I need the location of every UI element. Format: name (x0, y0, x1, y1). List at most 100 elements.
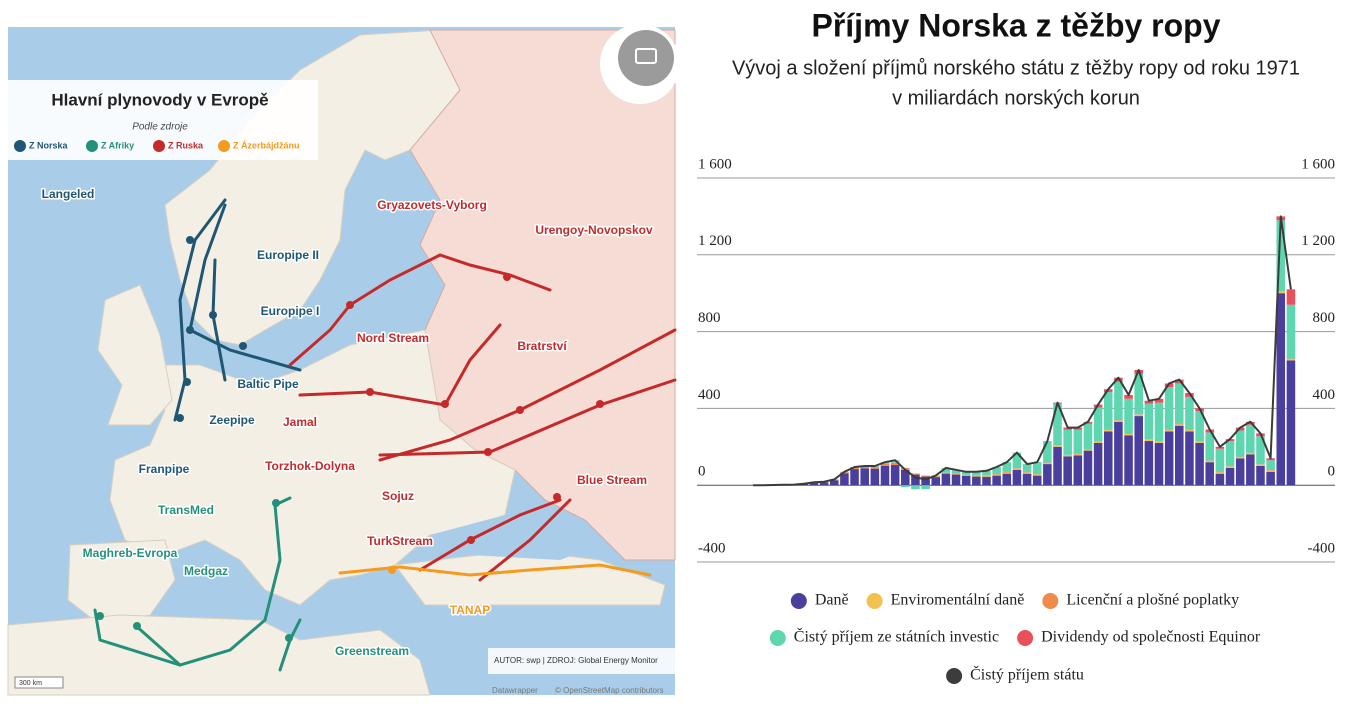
bar (880, 466, 890, 486)
bar (1022, 473, 1032, 486)
bar (1256, 466, 1265, 486)
bar (972, 471, 981, 476)
land-africa (7, 614, 431, 696)
pipeline-label: Zeepipe (209, 413, 255, 427)
bar (1175, 425, 1184, 486)
bar (1144, 400, 1154, 404)
bar (880, 463, 890, 466)
markers (96, 236, 604, 642)
bar (850, 467, 859, 470)
legend-marker (218, 140, 230, 152)
bar (1266, 460, 1275, 471)
y-tick-label: 800 (1313, 310, 1336, 326)
pipeline (418, 498, 562, 572)
bar (1114, 421, 1123, 486)
pipeline-label: Baltic Pipe (237, 377, 299, 391)
chart-subtitle: v miliardách norských korun (892, 87, 1140, 109)
legend-label: Enviromentální daně (891, 592, 1025, 609)
y-tick-label: 1 200 (698, 233, 732, 249)
credit-box (488, 648, 675, 674)
bar (1235, 430, 1245, 457)
bar (1195, 441, 1204, 443)
bar (911, 473, 920, 475)
chart-subtitle: Vývoj a složení příjmů norského státu z … (732, 57, 1300, 79)
sea-black (430, 515, 600, 560)
bar (1246, 454, 1255, 486)
credit: AUTOR: swp | ZDROJ: Global Energy Monito… (494, 656, 658, 665)
attribution: © OpenStreetMap contributors (555, 686, 664, 695)
attribution: Datawrapper (492, 686, 538, 695)
bar (1063, 429, 1072, 455)
bar (1276, 220, 1286, 292)
pipeline-label: Medgaz (184, 564, 228, 578)
bar (1012, 452, 1022, 469)
screenshot-button[interactable] (618, 30, 674, 86)
bar (1195, 411, 1204, 442)
y-tick-label: 0 (698, 464, 706, 480)
chart-title: Příjmy Norska z těžby ropy (811, 7, 1220, 43)
bar (860, 466, 869, 469)
pipeline-label: TANAP (450, 603, 490, 617)
legend-marker (1017, 630, 1034, 646)
bar (1124, 435, 1133, 486)
bar (1185, 430, 1194, 432)
bar (1134, 416, 1143, 486)
bar (1154, 441, 1164, 443)
y-tick-label: 400 (1313, 387, 1336, 403)
bar (901, 485, 910, 488)
bar (1103, 430, 1113, 432)
bar (860, 468, 869, 486)
bar (1144, 439, 1154, 442)
bar (1256, 436, 1265, 465)
legend-label: Licenční a plošné poplatky (1066, 592, 1239, 609)
legend-label: Čistý příjem ze státních investic (794, 627, 999, 646)
pipeline-label: Greenstream (335, 644, 409, 658)
bar (1256, 464, 1265, 466)
bar (921, 485, 930, 490)
bar (1002, 462, 1012, 472)
chart: -400 -400 0 0 400 400 800 800 1 200 1 200 1 600 1 6… (697, 156, 1335, 684)
bar (1164, 387, 1174, 430)
bar (1286, 360, 1296, 486)
legend-label: Z Afriky (101, 140, 134, 150)
bar (1114, 381, 1123, 421)
screenshot-icon (635, 48, 657, 64)
scale: 300 km (19, 680, 42, 687)
bar (1154, 402, 1164, 442)
bar (1103, 392, 1113, 430)
bar (961, 475, 971, 486)
bar (1154, 398, 1164, 403)
bar (1164, 383, 1174, 388)
bar (1286, 304, 1296, 359)
bar (911, 485, 920, 490)
bar (1012, 469, 1022, 486)
bar (1175, 379, 1184, 384)
legend-label: Čistý příjem státu (970, 665, 1084, 684)
bar (890, 465, 900, 486)
bar (1205, 432, 1215, 461)
legend-label: Z Norska (29, 140, 69, 150)
bar (1185, 396, 1194, 430)
bar (1083, 449, 1093, 451)
bar (1053, 446, 1062, 486)
pipeline-label: Sojuz (382, 489, 414, 503)
pipeline-label: Europipe I (261, 304, 320, 318)
scale-bar (14, 676, 64, 689)
bar (1012, 468, 1022, 470)
bar (1276, 291, 1286, 294)
bar (1164, 431, 1174, 486)
pipeline-label: Nord Stream (357, 331, 429, 345)
bar (1022, 472, 1032, 474)
line (753, 215, 1292, 487)
legend-marker (946, 668, 963, 684)
bar (1043, 462, 1052, 465)
bar (961, 471, 971, 475)
bar (1063, 455, 1072, 457)
bar (1144, 441, 1154, 486)
bar (982, 475, 991, 477)
pipeline-label: Europipe II (257, 248, 319, 262)
bar (1093, 441, 1103, 443)
bar (819, 482, 829, 486)
bar (829, 480, 839, 486)
pipeline (173, 198, 227, 422)
